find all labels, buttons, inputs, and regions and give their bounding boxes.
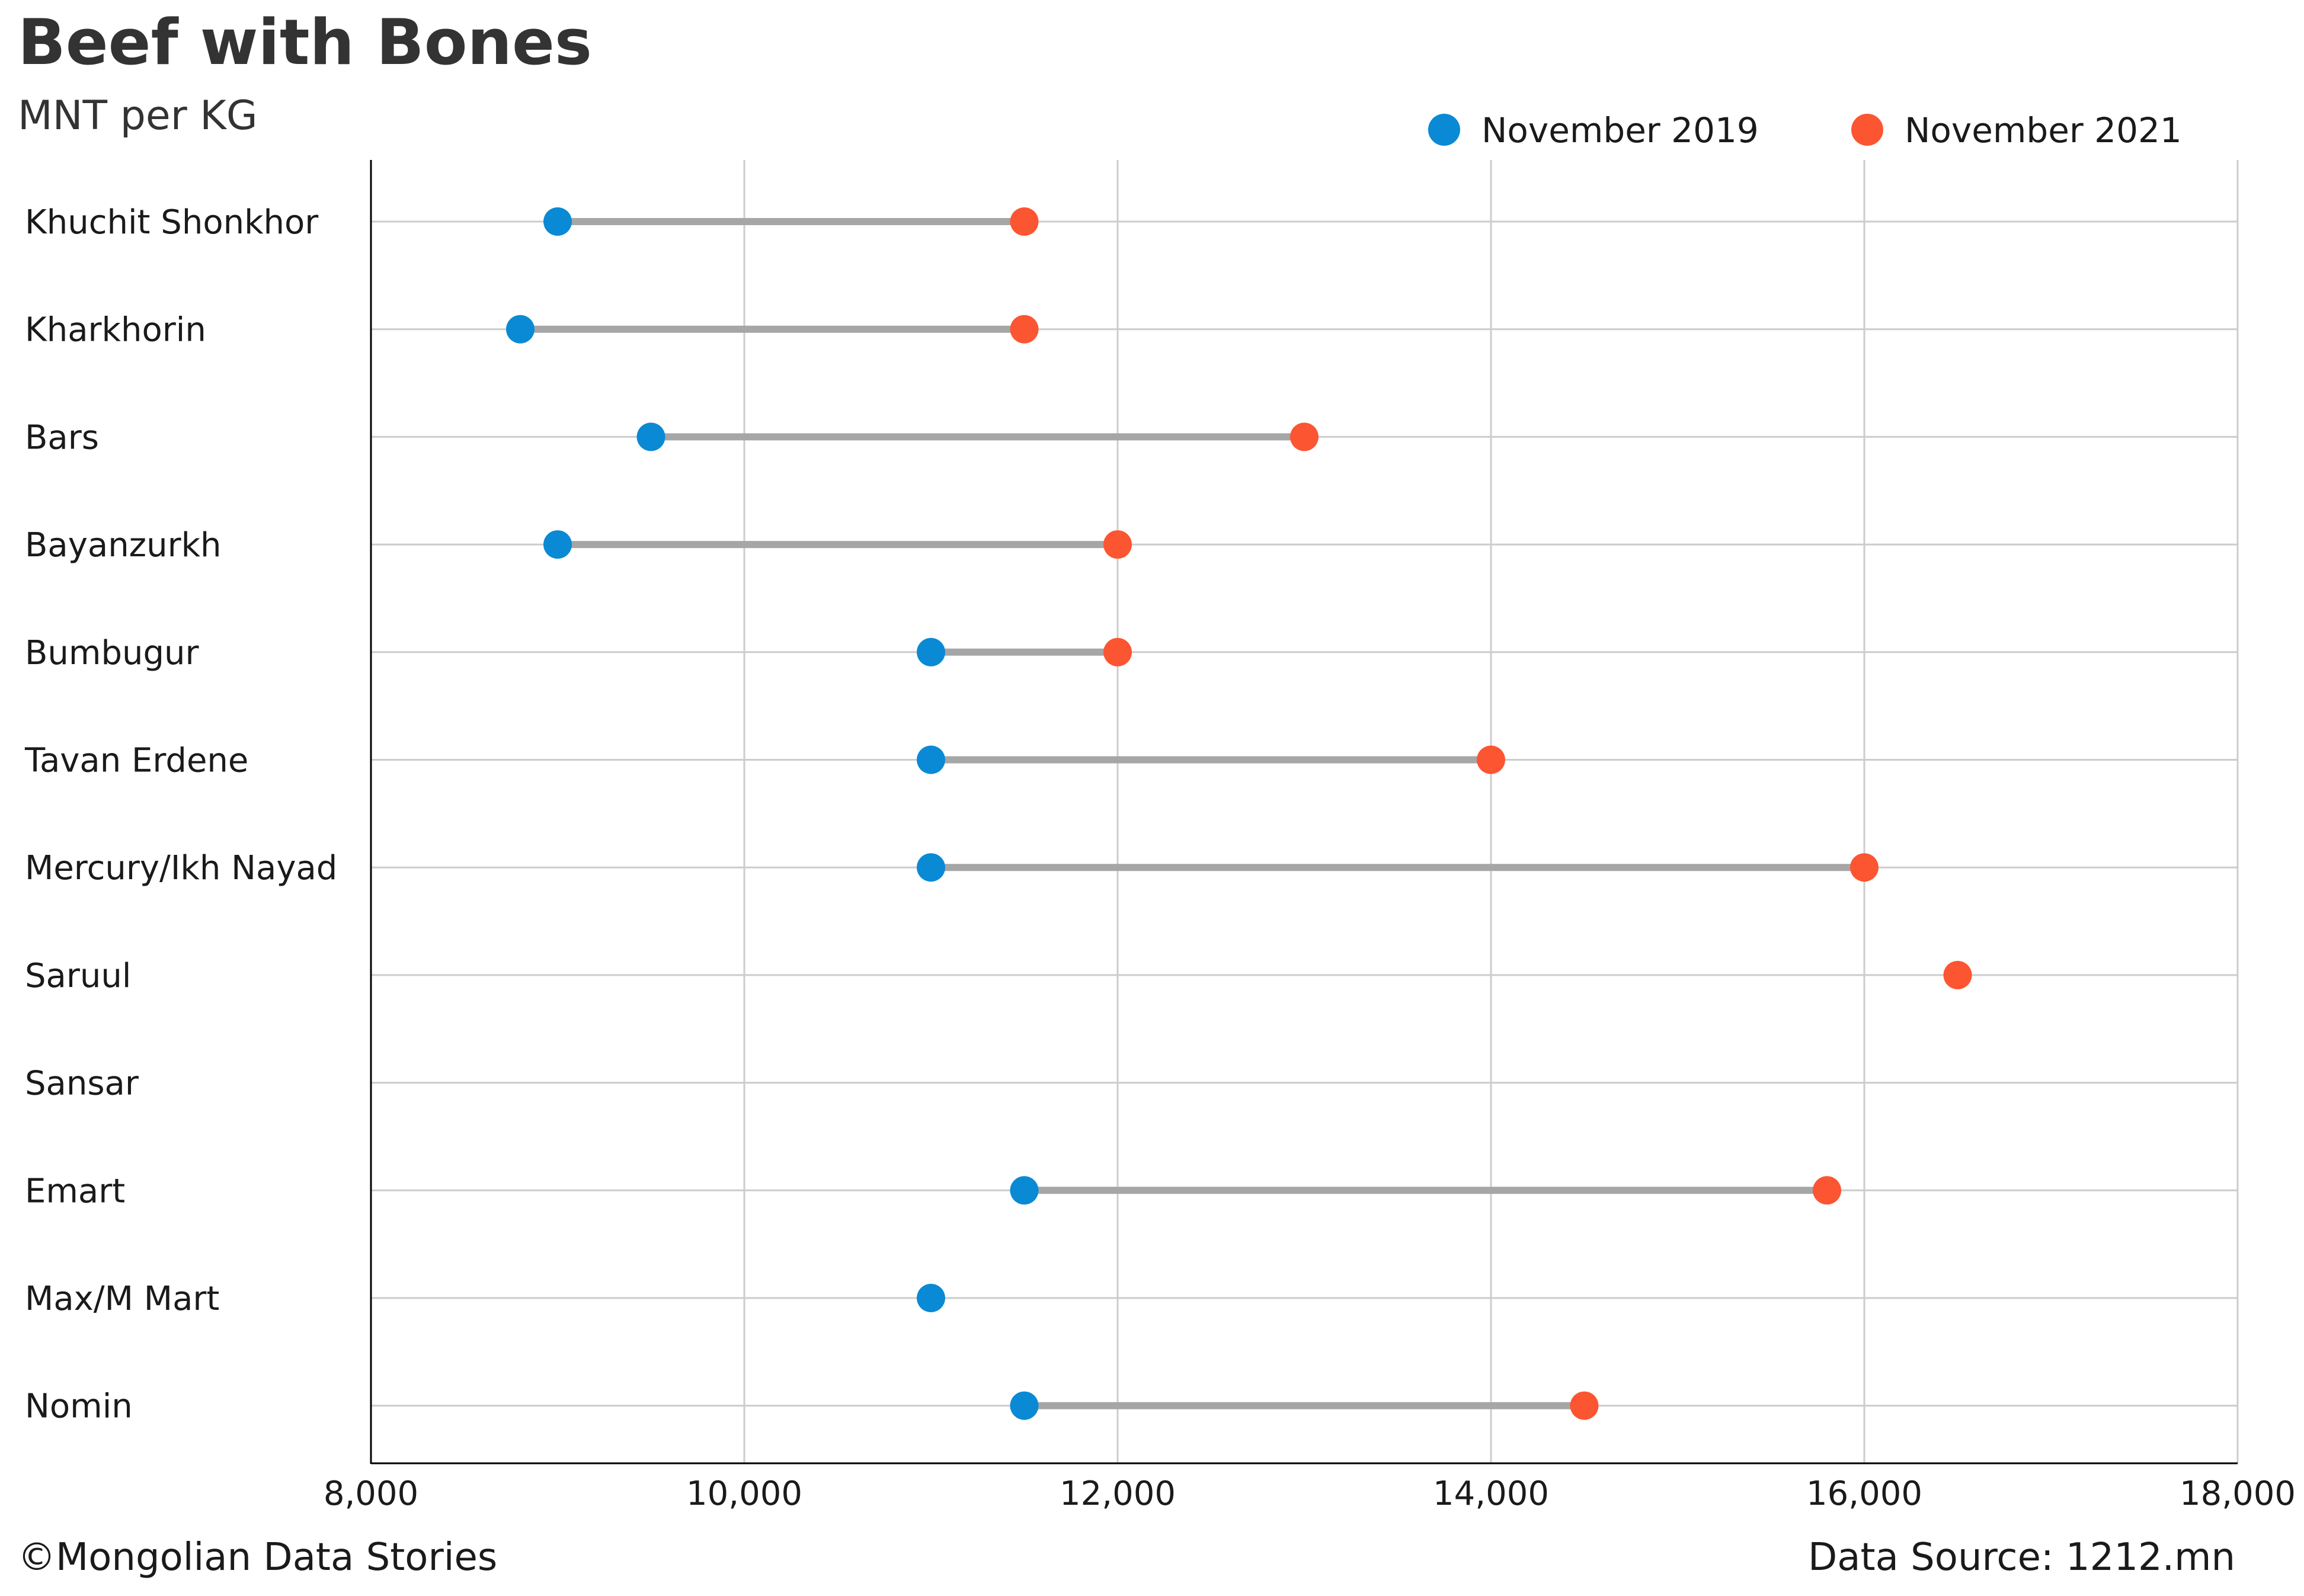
point-nov-2019-tavan-erdene xyxy=(917,745,945,774)
point-nov-2019-kharkhorin xyxy=(506,315,535,344)
point-nov-2021-khuchit-shonkhor xyxy=(1010,207,1039,236)
category-label-bumbugur: Bumbugur xyxy=(25,634,200,672)
x-tick-label-14000: 14,000 xyxy=(1433,1475,1549,1513)
point-nov-2019-emart xyxy=(1010,1176,1039,1205)
category-label-bayanzurkh: Bayanzurkh xyxy=(25,526,222,565)
point-nov-2021-saruul xyxy=(1943,960,1972,989)
category-label-bars: Bars xyxy=(25,418,99,457)
footer-credit: ©Mongolian Data Stories xyxy=(18,1536,497,1579)
legend-label-nov-2021: November 2021 xyxy=(1905,110,2182,150)
chart-subtitle: MNT per KG xyxy=(18,92,258,139)
chart-title: Beef with Bones xyxy=(18,6,592,79)
x-tick-labels: 8,000 10,000 12,000 14,000 16,000 18,000 xyxy=(324,1475,2296,1513)
point-nov-2021-tavan-erdene xyxy=(1477,745,1505,774)
legend-marker-nov-2019 xyxy=(1428,114,1460,146)
category-label-max-m-mart: Max/M Mart xyxy=(25,1280,219,1318)
connector-lines xyxy=(520,218,1864,1409)
point-nov-2021-bayanzurkh xyxy=(1103,530,1132,559)
point-nov-2019-nomin xyxy=(1010,1391,1039,1420)
legend-label-nov-2019: November 2019 xyxy=(1481,110,1759,150)
category-label-sansar: Sansar xyxy=(25,1065,139,1103)
category-label-tavan-erdene: Tavan Erdene xyxy=(24,742,248,780)
category-label-saruul: Saruul xyxy=(25,957,131,995)
x-tick-label-10000: 10,000 xyxy=(686,1475,802,1513)
point-nov-2021-bars xyxy=(1290,422,1319,451)
x-tick-label-18000: 18,000 xyxy=(2180,1475,2296,1513)
point-nov-2021-bumbugur xyxy=(1103,637,1132,666)
category-label-kharkhorin: Kharkhorin xyxy=(25,311,206,350)
category-label-khuchit-shonkhor: Khuchit Shonkhor xyxy=(25,203,319,242)
point-nov-2019-bayanzurkh xyxy=(543,530,572,559)
category-label-nomin: Nomin xyxy=(25,1387,133,1426)
point-nov-2019-mercury-ikh-nayad xyxy=(917,853,945,882)
point-nov-2019-khuchit-shonkhor xyxy=(543,207,572,236)
category-labels: Khuchit Shonkhor Kharkhorin Bars Bayanzurkh… xyxy=(24,203,337,1426)
category-label-mercury-ikh-nayad: Mercury/Ikh Nayad xyxy=(25,849,337,887)
axes xyxy=(370,160,2238,1464)
x-tick-label-8000: 8,000 xyxy=(324,1475,418,1513)
legend-marker-nov-2021 xyxy=(1851,114,1883,146)
footer-source: Data Source: 1212.mn xyxy=(1808,1536,2235,1579)
category-label-emart: Emart xyxy=(25,1172,125,1210)
point-nov-2021-nomin xyxy=(1570,1391,1599,1420)
point-nov-2019-bars xyxy=(636,422,665,451)
point-nov-2021-emart xyxy=(1813,1176,1841,1205)
point-nov-2019-bumbugur xyxy=(917,637,945,666)
data-points xyxy=(506,207,1972,1420)
point-nov-2021-kharkhorin xyxy=(1010,315,1039,344)
point-nov-2021-mercury-ikh-nayad xyxy=(1850,853,1879,882)
x-tick-label-16000: 16,000 xyxy=(1806,1475,1922,1513)
grid-lines xyxy=(371,160,2239,1463)
x-tick-label-12000: 12,000 xyxy=(1060,1475,1176,1513)
legend: November 2019 November 2021 xyxy=(1428,110,2182,150)
point-nov-2019-max-m-mart xyxy=(917,1284,945,1312)
